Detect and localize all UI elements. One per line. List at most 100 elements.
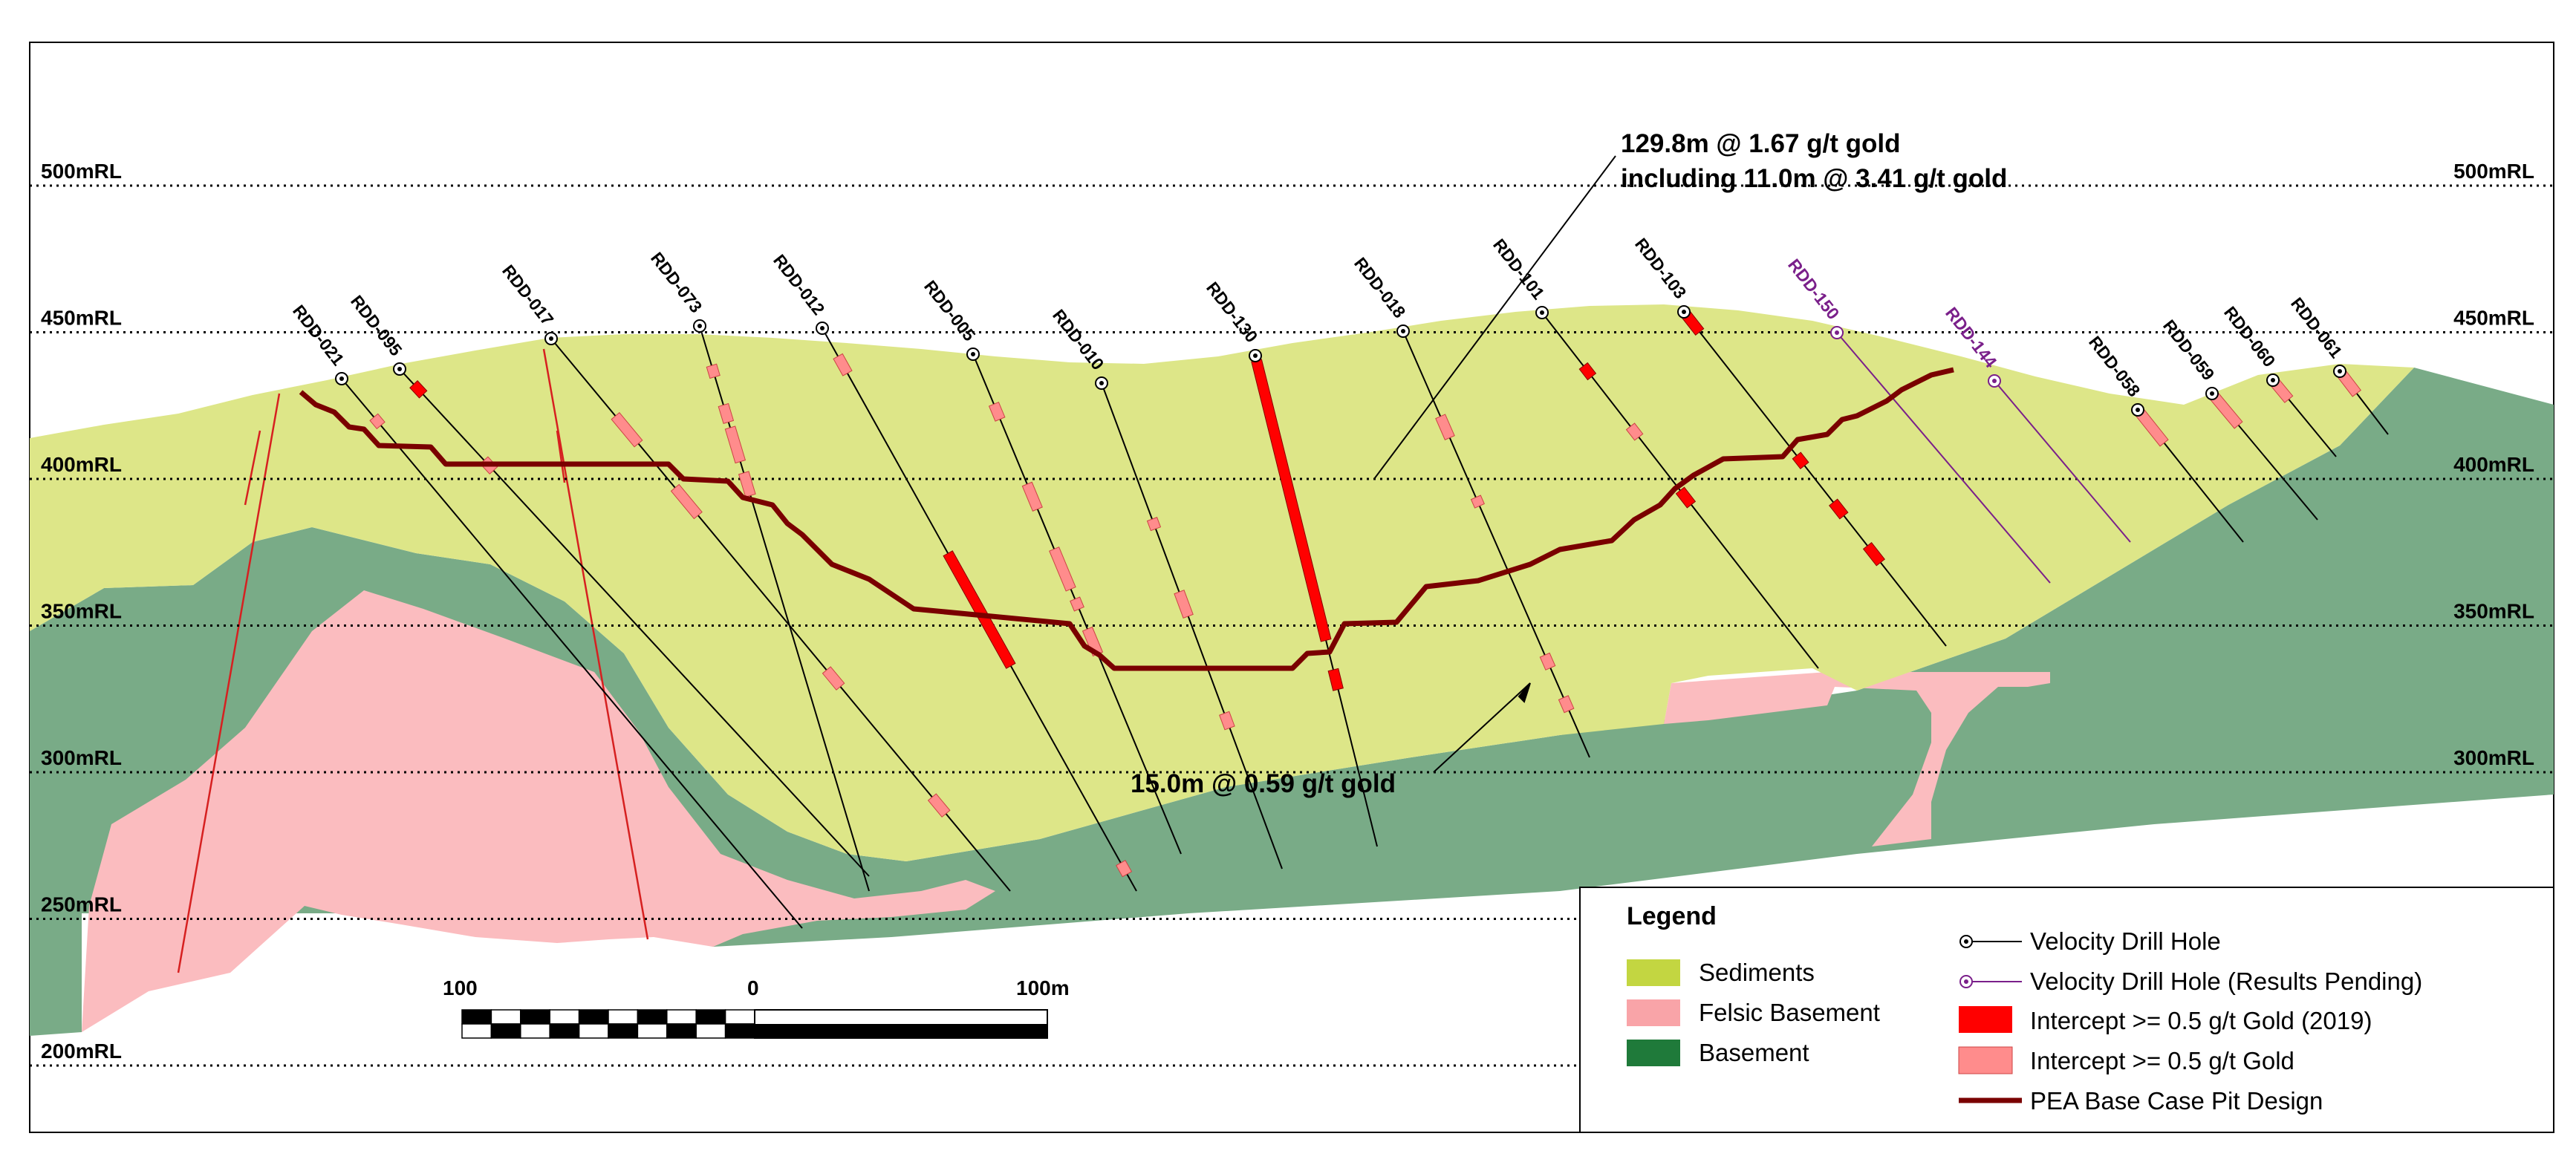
intercept bbox=[724, 425, 747, 464]
legend-label-intercept-2019: Intercept >= 0.5 g/t Gold (2019) bbox=[2030, 1007, 2372, 1034]
collar-dot bbox=[2338, 369, 2342, 373]
intercept bbox=[1625, 422, 1644, 441]
scale-bar: 100 0 100m bbox=[443, 976, 1070, 1039]
collar-dot bbox=[1401, 329, 1405, 333]
legend-label-velocity-hole: Velocity Drill Hole bbox=[2030, 927, 2221, 955]
legend-box bbox=[1579, 887, 2554, 1133]
legend-swatch-intercept-2019 bbox=[1959, 1006, 2012, 1033]
intercept-2019 bbox=[1578, 362, 1597, 381]
drill-hole-trace bbox=[1101, 382, 1283, 870]
felsic-basement-unit bbox=[82, 590, 995, 1032]
collar-dot bbox=[971, 352, 975, 356]
legend-label-pending-hole: Velocity Drill Hole (Results Pending) bbox=[2030, 968, 2422, 995]
rl-label-right: 400mRL bbox=[2453, 453, 2534, 476]
intercept bbox=[1174, 590, 1194, 619]
collar-dot bbox=[339, 376, 344, 381]
secondary-intercept-leader bbox=[1433, 682, 1531, 773]
intercept bbox=[822, 666, 845, 691]
rl-label-right: 350mRL bbox=[2453, 600, 2534, 623]
basement-unit-lower bbox=[30, 913, 82, 1036]
intercept bbox=[1219, 711, 1235, 731]
main-intercept-leader bbox=[1373, 155, 1616, 480]
intercept bbox=[738, 471, 756, 497]
legend-symbol-velocity-hole bbox=[1959, 935, 2022, 948]
intercept bbox=[1470, 495, 1485, 509]
collar-dot bbox=[697, 324, 702, 328]
legend-swatch-sediments bbox=[1627, 959, 1680, 986]
fault-line-west bbox=[177, 393, 281, 973]
drill-hole-trace bbox=[1994, 380, 2131, 543]
main-intercept-label: 129.8m @ 1.67 g/t gold bbox=[1621, 129, 1900, 158]
collar-dot bbox=[1253, 353, 1258, 358]
intercept-2019 bbox=[1862, 541, 1885, 567]
drill-hole-trace bbox=[341, 378, 803, 929]
main-intercept-sublabel: including 11.0m @ 3.41 g/t gold bbox=[1621, 164, 2007, 193]
intercept bbox=[988, 401, 1006, 422]
intercept-2019 bbox=[1829, 498, 1849, 520]
collar-dot bbox=[2136, 408, 2140, 412]
intercept bbox=[1558, 695, 1575, 714]
intercept bbox=[1070, 596, 1084, 612]
rl-label-right: 450mRL bbox=[2453, 307, 2534, 330]
intercept-2019 bbox=[1675, 486, 1697, 509]
intercept bbox=[833, 353, 853, 376]
intercept-2019 bbox=[1327, 668, 1344, 691]
rl-label-left: 350mRL bbox=[41, 600, 122, 623]
legend-swatch-intercept bbox=[1958, 1046, 2013, 1074]
scale-right-label: 100m bbox=[1016, 976, 1070, 999]
intercept bbox=[611, 411, 643, 448]
drill-hole-trace bbox=[1836, 332, 2051, 584]
felsic-basement-pod bbox=[1664, 672, 2050, 846]
legend-swatch-basement bbox=[1627, 1040, 1680, 1066]
rl-label-left: 500mRL bbox=[41, 160, 122, 183]
fault-line-west-b bbox=[244, 430, 261, 506]
intercept bbox=[1435, 414, 1455, 440]
annotation-leaders bbox=[1373, 155, 1616, 773]
intercept bbox=[1021, 481, 1043, 512]
rl-label-left: 250mRL bbox=[41, 893, 122, 916]
collar-dot bbox=[820, 326, 824, 330]
legend: Legend Sediments Felsic Basement Basemen… bbox=[1579, 887, 2554, 1133]
collar-dot bbox=[2271, 378, 2275, 382]
intercept bbox=[670, 483, 703, 520]
secondary-arrow-head bbox=[1518, 682, 1531, 703]
intercept-2019 bbox=[1792, 451, 1809, 470]
legend-label-pit: PEA Base Case Pit Design bbox=[2030, 1087, 2323, 1115]
intercept bbox=[1049, 547, 1076, 592]
intercept bbox=[1116, 860, 1133, 878]
legend-label-sediments: Sediments bbox=[1699, 959, 1815, 986]
rl-label-left: 450mRL bbox=[41, 307, 122, 330]
legend-label-intercept: Intercept >= 0.5 g/t Gold bbox=[2030, 1047, 2294, 1074]
intercept bbox=[369, 413, 386, 430]
rl-label-right: 500mRL bbox=[2453, 160, 2534, 183]
collar-dot bbox=[549, 336, 553, 341]
sediments-unit bbox=[30, 304, 2414, 861]
intercept bbox=[1146, 517, 1162, 532]
intercept bbox=[706, 363, 721, 379]
legend-title: Legend bbox=[1627, 902, 1717, 930]
rl-label-right: 300mRL bbox=[2453, 746, 2534, 769]
rl-label-left: 400mRL bbox=[41, 453, 122, 476]
fault-line-east-b bbox=[556, 430, 566, 483]
secondary-intercept-label: 15.0m @ 0.59 g/t gold bbox=[1131, 769, 1396, 798]
intercept bbox=[718, 402, 735, 425]
collar-dot bbox=[397, 367, 402, 371]
legend-label-felsic: Felsic Basement bbox=[1699, 999, 1880, 1026]
legend-swatch-felsic bbox=[1627, 999, 1680, 1026]
scale-left-label: 100 bbox=[443, 976, 478, 999]
intercept bbox=[1539, 652, 1556, 671]
fault-lines bbox=[177, 348, 649, 973]
scale-mid-label: 0 bbox=[747, 976, 759, 999]
fault-line-east bbox=[542, 348, 649, 940]
rl-label-left: 200mRL bbox=[41, 1040, 122, 1063]
legend-label-basement: Basement bbox=[1699, 1039, 1809, 1066]
collar-dot bbox=[1099, 381, 1104, 385]
rl-label-left: 300mRL bbox=[41, 746, 122, 769]
drill-hole-trace bbox=[1402, 330, 1590, 758]
geology-layers bbox=[30, 304, 2554, 1036]
pit-design-outline bbox=[299, 367, 1954, 671]
collar-dot bbox=[2210, 391, 2214, 396]
drill-hole-trace bbox=[1683, 311, 1947, 647]
collar-dot bbox=[1992, 379, 1997, 383]
